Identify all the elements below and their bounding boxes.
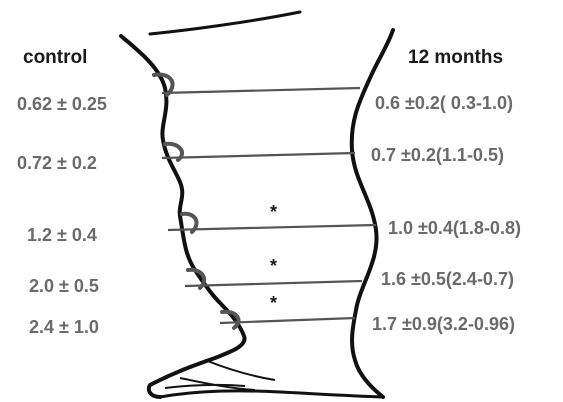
marker-5 <box>220 309 241 330</box>
months-value-5: 1.7 ±0.9(3.2-0.96) <box>372 314 515 334</box>
control-value-1: 0.62 ± 0.25 <box>17 94 107 114</box>
foot-bottom <box>158 389 385 399</box>
significance-mark-4: * <box>270 256 277 276</box>
control-value-3: 1.2 ± 0.4 <box>27 225 97 245</box>
control-value-4: 2.0 ± 0.5 <box>29 276 99 296</box>
toe-curve-1 <box>204 359 276 381</box>
months-header: 12 months <box>408 47 503 68</box>
months-value-2: 0.7 ±0.2(1.1-0.5) <box>371 145 504 165</box>
contour-markers <box>152 72 241 330</box>
months-value-3: 1.0 ±0.4(1.8-0.8) <box>388 218 521 238</box>
significance-mark-5: * <box>270 293 277 313</box>
marker-2 <box>163 141 185 162</box>
marker-1 <box>152 72 175 97</box>
control-value-2: 0.72 ± 0.2 <box>17 153 97 173</box>
toe-detail <box>164 359 276 391</box>
toe-curve-3 <box>164 383 246 389</box>
measure-line-4 <box>184 279 363 288</box>
thigh-top-curve <box>148 10 302 36</box>
months-value-1: 0.6 ±0.2( 0.3-1.0) <box>375 93 513 113</box>
anterior-contour <box>349 28 395 399</box>
measure-line-3 <box>167 223 377 232</box>
control-value-5: 2.4 ± 1.0 <box>29 317 99 337</box>
marker-3 <box>180 211 199 234</box>
leg-outline <box>119 10 395 399</box>
control-header: control <box>23 47 87 68</box>
significance-mark-3: * <box>270 202 277 222</box>
measurement-lines <box>161 86 377 325</box>
posterior-contour <box>119 34 247 399</box>
measure-line-5 <box>219 316 356 325</box>
measure-line-1 <box>161 86 361 95</box>
marker-4 <box>186 267 207 290</box>
measure-line-2 <box>161 151 356 160</box>
months-value-4: 1.6 ±0.5(2.4-0.7) <box>381 269 514 289</box>
